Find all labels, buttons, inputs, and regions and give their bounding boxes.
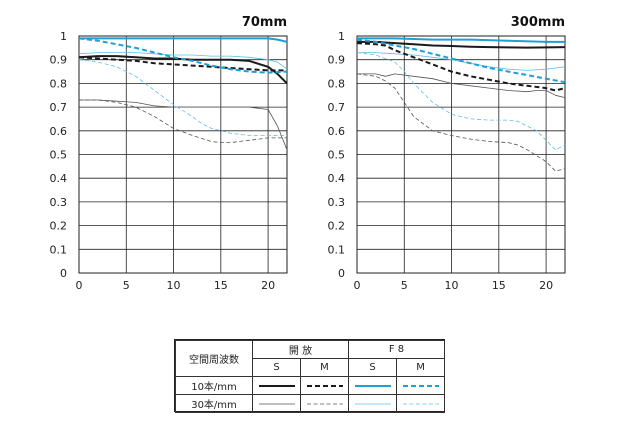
y-tick-label: 0.9	[50, 54, 68, 67]
x-tick-label: 5	[401, 279, 408, 292]
series-line-F8-30-M	[78, 59, 287, 136]
x-tick-label: 15	[492, 279, 506, 292]
legend-row-10: 10本/mm	[175, 376, 253, 395]
series-line-F8-10-S	[79, 37, 288, 43]
legend-header-label: 空間周波数	[175, 340, 253, 377]
legend-sample-f8-10-s	[348, 376, 397, 395]
mtf-chart-70mm: 00.10.20.30.40.50.60.70.80.910 5 10 15 2070m…	[50, 15, 288, 292]
legend-table: 空間周波数 開 放 F 8 S M S M 10本/mm 30本/mm	[174, 339, 446, 413]
y-tick-label: 0.2	[328, 220, 346, 233]
chart-title: 70mm	[242, 15, 287, 30]
y-tick-label: 0	[338, 267, 345, 280]
legend-sub-m-f8: M	[395, 358, 446, 377]
y-tick-label: 0.4	[328, 172, 346, 185]
series-line-F8-10-M	[356, 38, 566, 84]
legend-sample-open-10-m	[300, 376, 349, 395]
y-tick-label: 0.9	[328, 54, 346, 67]
y-tick-label: 0.5	[50, 149, 68, 162]
series-line-F8-10-M	[78, 37, 288, 74]
plot-frame	[78, 35, 288, 274]
y-tick-label: 0.3	[50, 196, 68, 209]
x-tick-label: 15	[214, 279, 228, 292]
y-tick-label: 0.8	[328, 77, 346, 90]
y-tick-label: 0.7	[50, 101, 68, 114]
legend-sample-f8-30-m	[395, 394, 446, 413]
legend-sample-open-30-s	[252, 394, 301, 413]
legend-col-open: 開 放	[252, 340, 349, 359]
series-line-open-10-S	[78, 55, 288, 85]
x-tick-label: 0	[354, 279, 361, 292]
legend-col-f8: F 8	[347, 340, 446, 359]
legend-sub-s-f8: S	[348, 358, 397, 377]
legend-sub-m-open: M	[300, 358, 349, 377]
legend-sample-f8-10-m	[395, 376, 446, 395]
y-tick-label: 0.3	[328, 196, 346, 209]
y-tick-label: 0.5	[328, 149, 346, 162]
y-tick-label: 0	[60, 267, 67, 280]
y-tick-label: 0.8	[50, 77, 68, 90]
series-line-open-10-M	[78, 56, 287, 72]
series-line-F8-30-S	[78, 52, 288, 70]
series-line-F8-10-S	[357, 37, 565, 43]
series-line-open-30-M	[356, 73, 566, 172]
legend-sample-f8-30-s	[348, 394, 397, 413]
series-line-F8-30-M	[356, 52, 566, 151]
legend-sample-open-10-s	[252, 376, 301, 395]
series-line-open-30-S	[79, 99, 288, 150]
mtf-chart-300mm: 00.10.20.30.40.50.60.70.80.910 5 10 15 20300…	[328, 15, 566, 292]
x-tick-label: 20	[539, 279, 553, 292]
legend-sample-open-30-m	[300, 394, 349, 413]
x-tick-label: 10	[445, 279, 459, 292]
series-line-open-30-S	[357, 73, 566, 98]
y-tick-label: 0.6	[50, 125, 68, 138]
chart-title: 300mm	[511, 15, 565, 30]
y-tick-label: 0.1	[328, 243, 346, 256]
legend-sub-s-open: S	[252, 358, 301, 377]
x-tick-label: 5	[123, 279, 130, 292]
y-tick-label: 0.7	[328, 101, 346, 114]
y-tick-label: 1	[338, 30, 345, 43]
x-tick-label: 20	[261, 279, 275, 292]
series-line-open-10-M	[356, 42, 566, 92]
series-line-open-10-S	[357, 40, 566, 49]
y-tick-label: 0.4	[50, 172, 68, 185]
x-tick-label: 10	[167, 279, 181, 292]
x-tick-label: 0	[76, 279, 83, 292]
y-tick-label: 1	[60, 30, 67, 43]
legend-row-30: 30本/mm	[175, 394, 253, 413]
plot-frame	[356, 35, 566, 274]
y-tick-label: 0.6	[328, 125, 346, 138]
series-line-open-30-M	[79, 99, 287, 143]
y-tick-label: 0.2	[50, 220, 68, 233]
y-tick-label: 0.1	[50, 243, 68, 256]
